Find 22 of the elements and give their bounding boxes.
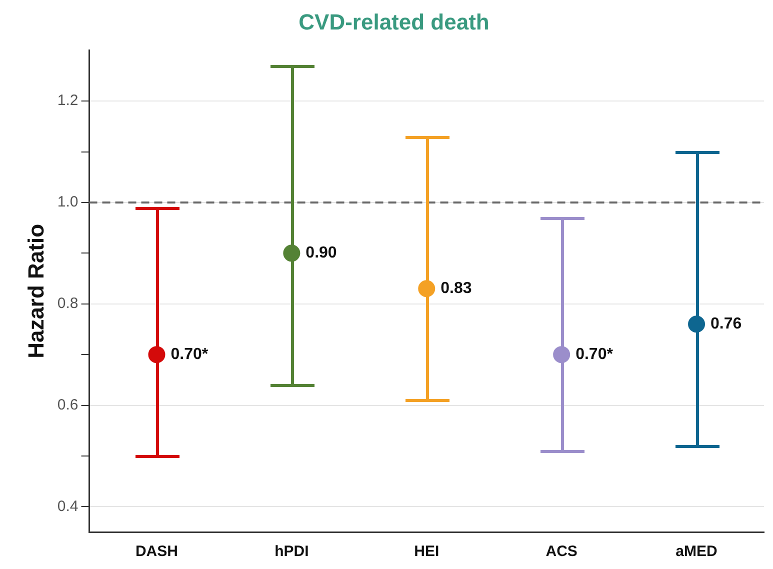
- point: [418, 280, 436, 298]
- chart-title: CVD-related death: [298, 9, 490, 34]
- y-tick-label: 0.6: [57, 396, 78, 414]
- point: [688, 316, 706, 333]
- y-tick-label: 0.4: [57, 498, 78, 515]
- y-tick-label: 1.2: [57, 92, 78, 110]
- x-tick-label: hPDI: [274, 543, 309, 560]
- x-tick-label: DASH: [135, 543, 178, 560]
- point: [148, 346, 166, 364]
- data-label: 0.83: [440, 280, 472, 298]
- y-tick-label: 0.8: [57, 295, 78, 312]
- y-tick-label: 1.0: [57, 194, 78, 211]
- point: [553, 346, 570, 364]
- y-axis-title: Hazard Ratio: [23, 224, 48, 358]
- data-label: 0.70*: [576, 346, 614, 363]
- data-label: 0.90: [306, 244, 337, 262]
- x-tick-label: aMED: [676, 543, 718, 560]
- point: [283, 244, 300, 262]
- x-tick-label: ACS: [546, 543, 578, 560]
- data-label: 0.70*: [170, 346, 209, 363]
- data-label: 0.76: [710, 316, 742, 333]
- x-tick-label: HEI: [414, 543, 440, 560]
